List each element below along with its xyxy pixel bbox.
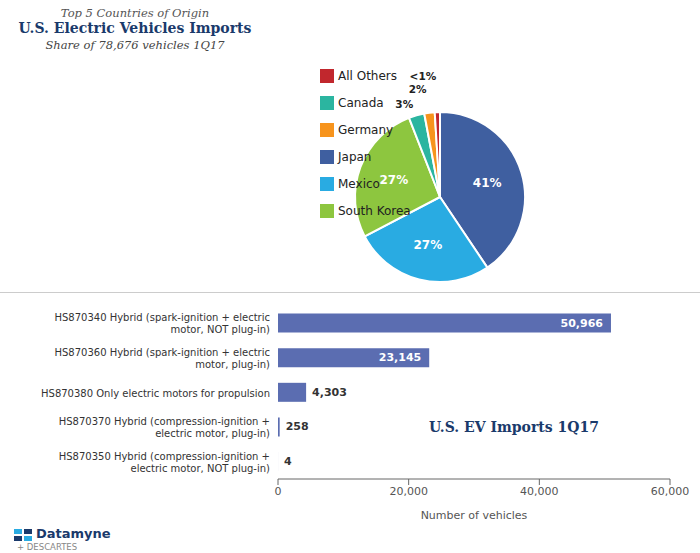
svg-text:HS870370 Hybrid (compression-i: HS870370 Hybrid (compression-ignition +e…: [59, 416, 270, 439]
svg-text:<1%: <1%: [410, 70, 437, 82]
svg-text:HS870380 Only electric motors: HS870380 Only electric motors for propul…: [41, 388, 270, 399]
html-text:U.S. EV Imports 1Q17: U.S. EV Imports 1Q17: [428, 419, 599, 436]
svg-text:60,000: 60,000: [651, 485, 690, 498]
html-text:Top 5 Countries of Origin: Top 5 Countries of Origin: [60, 6, 210, 20]
svg-text:HS870340 Hybrid (spark-ignitio: HS870340 Hybrid (spark-ignition + electr…: [54, 312, 270, 335]
svg-text:HS870350 Hybrid (compression-i: HS870350 Hybrid (compression-ignition +e…: [59, 451, 270, 474]
svg-text:Number of vehicles: Number of vehicles: [421, 509, 528, 522]
svg-text:50,966: 50,966: [561, 317, 604, 330]
html-text:U.S. Electric Vehicles Imports: U.S. Electric Vehicles Imports: [18, 20, 252, 37]
html-text:Datamyne: Datamyne: [36, 526, 111, 541]
svg-text:27%: 27%: [413, 238, 442, 252]
svg-text:40,000: 40,000: [520, 485, 559, 498]
html-text:Germany: Germany: [338, 123, 394, 137]
html-text:South Korea: South Korea: [338, 204, 411, 218]
html-text:+ DESCARTES: + DESCARTES: [17, 542, 78, 552]
svg-text:3%: 3%: [395, 98, 413, 110]
svg-text:23,145: 23,145: [379, 351, 421, 364]
svg-text:27%: 27%: [379, 173, 408, 187]
svg-text:HS870360 Hybrid (spark-ignitio: HS870360 Hybrid (spark-ignition + electr…: [54, 347, 270, 370]
html-text:Canada: Canada: [338, 96, 384, 110]
svg-text:20,000: 20,000: [389, 485, 428, 498]
html-text:All Others: All Others: [338, 69, 397, 83]
svg-text:4,303: 4,303: [312, 386, 347, 399]
svg-text:4: 4: [284, 455, 292, 468]
svg-text:2%: 2%: [409, 83, 427, 95]
svg-text:258: 258: [286, 420, 309, 433]
html-text:Mexico: Mexico: [338, 177, 380, 191]
svg-text:41%: 41%: [473, 176, 502, 190]
html-text:Share of 78,676 vehicles 1Q17: Share of 78,676 vehicles 1Q17: [45, 37, 225, 52]
svg-text:0: 0: [275, 485, 282, 498]
html-text:Japan: Japan: [338, 150, 372, 164]
